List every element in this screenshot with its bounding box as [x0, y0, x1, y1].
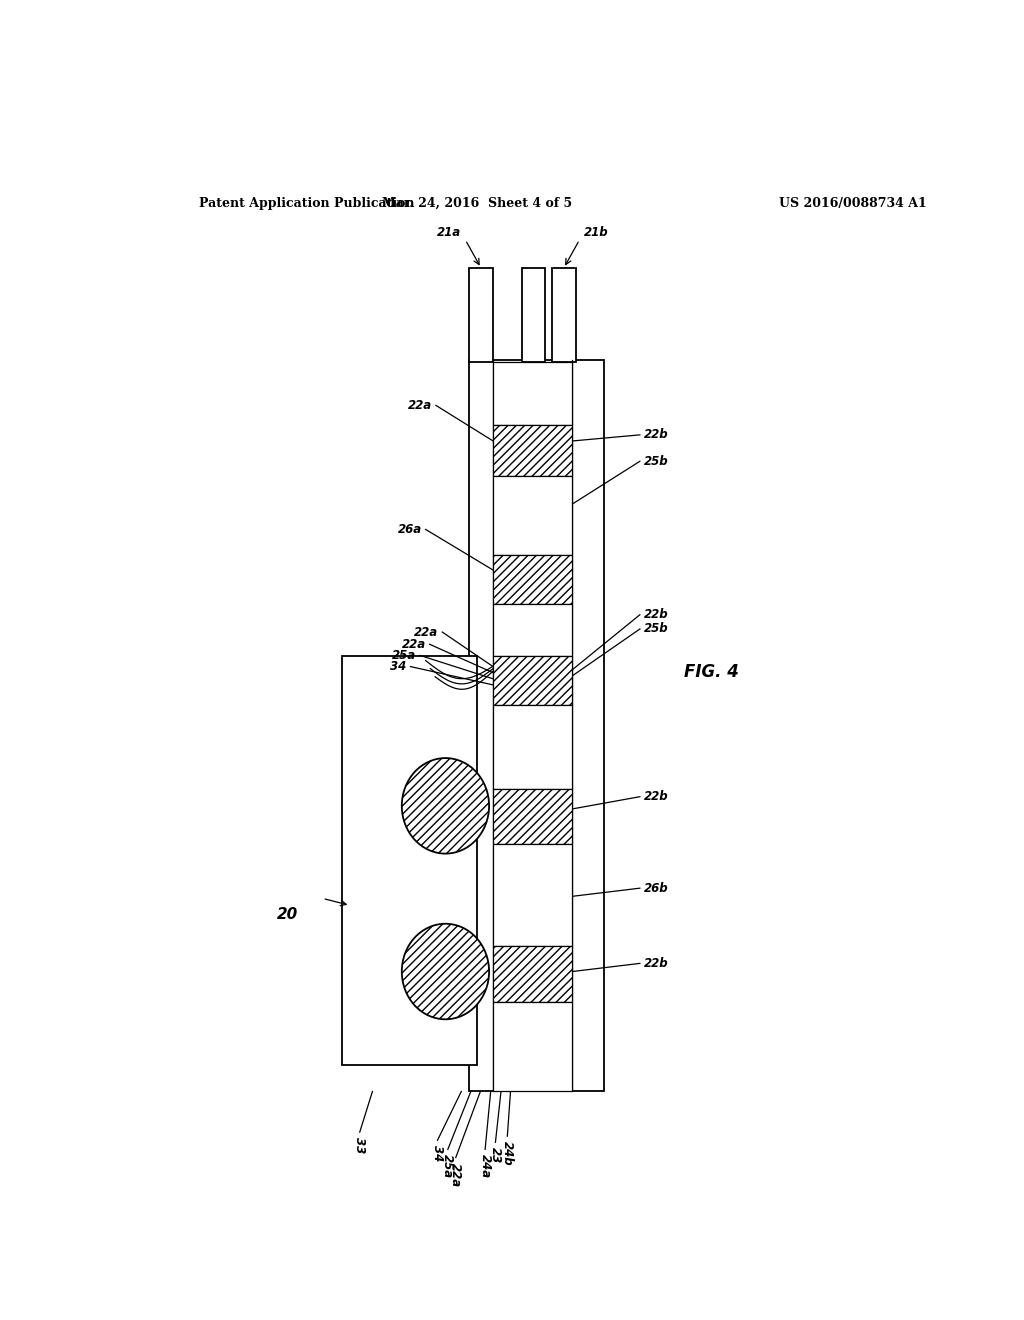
- Ellipse shape: [401, 924, 489, 1019]
- Text: 22a: 22a: [450, 1163, 462, 1187]
- Text: 33: 33: [353, 1138, 367, 1154]
- Bar: [494, 1002, 572, 1092]
- Text: 34: 34: [431, 1146, 444, 1162]
- Bar: [469, 359, 604, 1092]
- Bar: [494, 788, 572, 845]
- Bar: [494, 603, 572, 656]
- Text: 20: 20: [278, 907, 299, 921]
- Text: 22a: 22a: [401, 638, 426, 651]
- Bar: [552, 268, 575, 362]
- Text: 22a: 22a: [408, 399, 432, 412]
- Text: 25a: 25a: [392, 649, 416, 661]
- Bar: [469, 268, 494, 362]
- Text: 21b: 21b: [584, 226, 608, 239]
- Bar: [342, 656, 477, 1065]
- Bar: [494, 425, 572, 475]
- Text: 22a: 22a: [414, 626, 438, 639]
- Bar: [494, 656, 572, 705]
- Text: 26a: 26a: [397, 523, 422, 536]
- Text: 26b: 26b: [644, 882, 669, 895]
- Text: 25a: 25a: [441, 1155, 455, 1179]
- Text: 34: 34: [390, 660, 407, 673]
- Text: FIG. 4: FIG. 4: [684, 663, 738, 681]
- Bar: [494, 554, 572, 603]
- Text: 24a: 24a: [478, 1155, 492, 1179]
- Text: 21a: 21a: [437, 226, 461, 239]
- Text: US 2016/0088734 A1: US 2016/0088734 A1: [778, 197, 927, 210]
- Bar: [494, 946, 572, 1002]
- Bar: [494, 362, 572, 425]
- Ellipse shape: [401, 758, 489, 854]
- Text: 25b: 25b: [644, 455, 669, 467]
- Text: Patent Application Publication: Patent Application Publication: [200, 197, 415, 210]
- Text: 22b: 22b: [644, 791, 669, 803]
- Text: 22b: 22b: [644, 429, 669, 441]
- Bar: [521, 268, 546, 362]
- Text: 22b: 22b: [644, 957, 669, 970]
- Text: 25b: 25b: [644, 623, 669, 635]
- Text: 22b: 22b: [644, 609, 669, 622]
- Text: 24b: 24b: [501, 1142, 514, 1166]
- Bar: [494, 705, 572, 788]
- Text: Mar. 24, 2016  Sheet 4 of 5: Mar. 24, 2016 Sheet 4 of 5: [382, 197, 572, 210]
- Bar: [494, 475, 572, 554]
- Text: 23: 23: [488, 1147, 502, 1164]
- Bar: [494, 845, 572, 946]
